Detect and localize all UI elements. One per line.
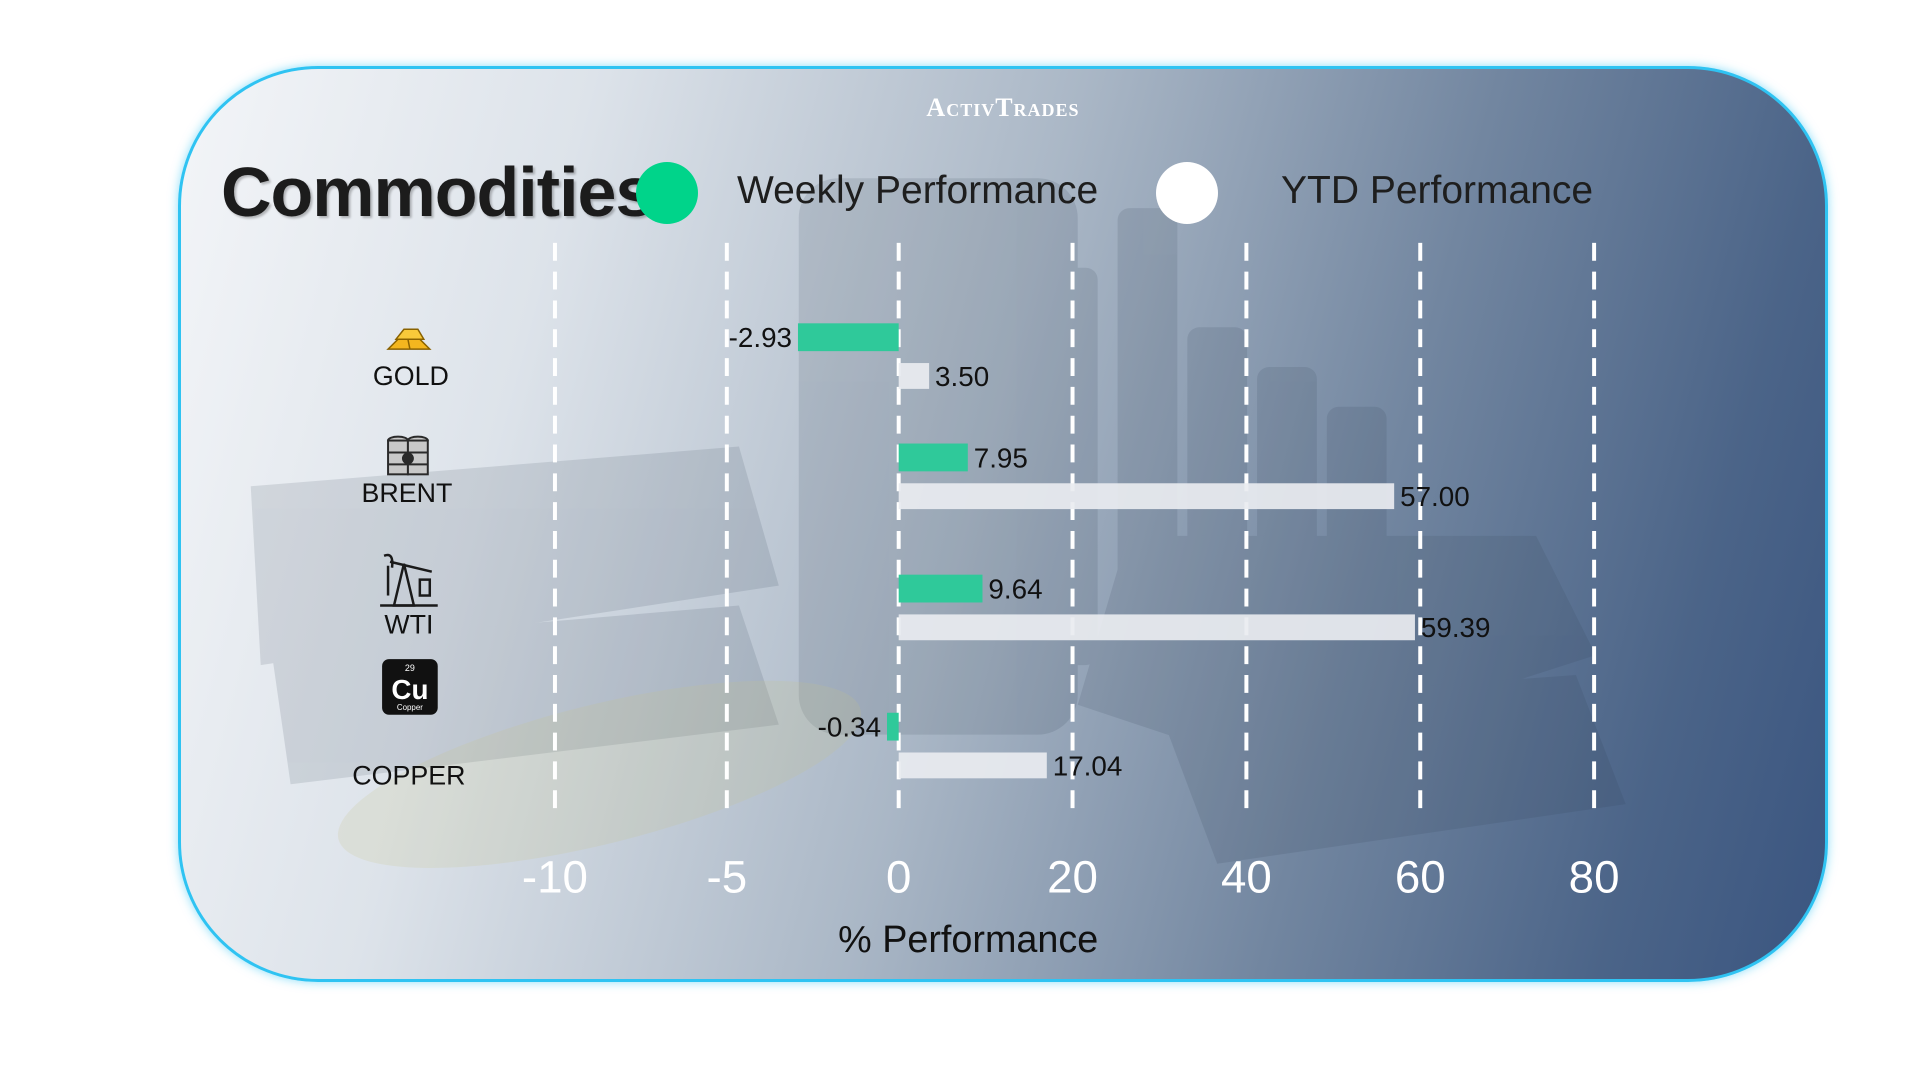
x-axis-label: % Performance bbox=[838, 918, 1098, 960]
legend-ytd-label: YTD Performance bbox=[1281, 169, 1594, 212]
x-tick-label: 60 bbox=[1395, 852, 1446, 903]
weekly-value-label-wti: 9.64 bbox=[988, 574, 1042, 605]
bar-value-labels: -2.93 7.95 9.64 -0.34 3.50 57.00 59.39 17.04 bbox=[729, 322, 1491, 781]
ytd-value-label-gold: 3.50 bbox=[935, 361, 989, 392]
x-axis-tick-labels: -10 -5 0 20 40 60 80 bbox=[522, 852, 1620, 903]
brand-logo: ActivTrades bbox=[926, 93, 1080, 122]
gold-bars-icon bbox=[386, 328, 432, 350]
weekly-bar-brent bbox=[898, 443, 968, 472]
ytd-bar-gold bbox=[898, 363, 930, 389]
x-tick-label: 20 bbox=[1047, 852, 1098, 903]
oil-pump-icon bbox=[380, 553, 438, 607]
x-tick-label: -5 bbox=[707, 852, 748, 903]
legend-weekly-label: Weekly Performance bbox=[737, 169, 1099, 212]
gridlines bbox=[552, 242, 1597, 820]
weekly-value-label-brent: 7.95 bbox=[974, 442, 1028, 473]
svg-text:Copper: Copper bbox=[397, 703, 423, 712]
ytd-value-label-wti: 59.39 bbox=[1421, 612, 1491, 643]
x-tick-label: 0 bbox=[886, 852, 911, 903]
weekly-bar-wti bbox=[898, 574, 983, 603]
chart-card: ActivTrades Commodities Weekly Performan… bbox=[178, 66, 1828, 982]
ytd-value-label-brent: 57.00 bbox=[1400, 481, 1470, 512]
svg-text:29: 29 bbox=[405, 663, 415, 673]
category-label-brent: BRENT bbox=[361, 478, 452, 508]
category-label-gold: GOLD bbox=[373, 361, 449, 391]
ytd-bar-brent bbox=[898, 483, 1395, 510]
ytd-bar-wti bbox=[898, 614, 1415, 641]
bars bbox=[797, 323, 1415, 779]
x-tick-label: 40 bbox=[1221, 852, 1272, 903]
legend-weekly-swatch bbox=[636, 162, 698, 224]
bar-chart: 29 Cu Copper GOLD BRENT WTI COPPER -2.93… bbox=[352, 242, 1620, 960]
x-tick-label: -10 bbox=[522, 852, 588, 903]
category-label-wti: WTI bbox=[384, 609, 433, 639]
svg-text:Cu: Cu bbox=[391, 674, 428, 705]
legend-ytd-swatch bbox=[1156, 162, 1218, 224]
weekly-value-label-gold: -2.93 bbox=[729, 322, 792, 353]
weekly-bar-gold bbox=[797, 323, 899, 352]
weekly-value-label-copper: -0.34 bbox=[818, 712, 881, 743]
ytd-value-label-copper: 17.04 bbox=[1053, 750, 1123, 781]
category-label-copper: COPPER bbox=[352, 760, 465, 790]
oil-barrels-icon bbox=[387, 435, 429, 476]
weekly-bar-copper bbox=[887, 712, 899, 741]
ytd-bar-copper bbox=[898, 752, 1047, 779]
x-tick-label: 80 bbox=[1569, 852, 1620, 903]
chart-title: Commodities bbox=[221, 153, 654, 231]
copper-element-icon: 29 Cu Copper bbox=[382, 659, 438, 715]
